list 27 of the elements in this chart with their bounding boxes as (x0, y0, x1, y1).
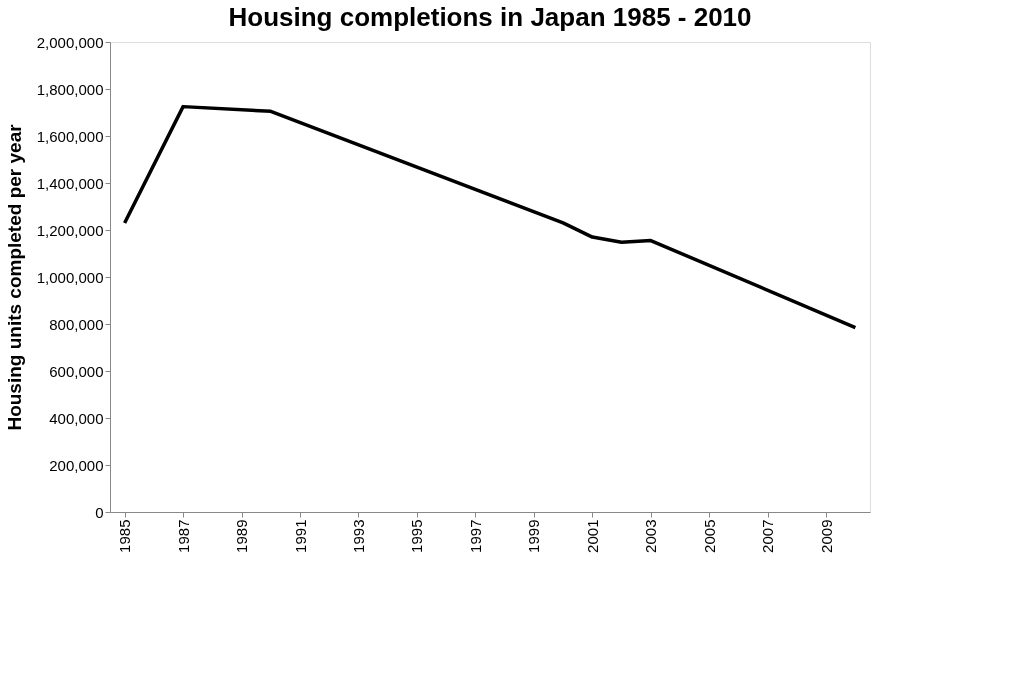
x-tick-label: 2001 (583, 519, 601, 553)
y-tick-label: 800,000 (49, 315, 104, 333)
x-tick-label: 1987 (174, 519, 192, 553)
y-tick-label: 1,200,000 (36, 221, 104, 239)
chart-title: Housing completions in Japan 1985 - 2010 (228, 2, 752, 32)
x-tick-label: 1997 (466, 519, 484, 553)
x-tick-label: 2005 (700, 519, 718, 553)
x-tick-label: 1985 (116, 519, 134, 553)
x-tick-label: 1989 (233, 519, 251, 553)
y-tick-label: 0 (95, 503, 104, 521)
y-tick-label: 1,800,000 (36, 80, 104, 98)
x-tick-label: 1991 (291, 519, 309, 553)
y-tick-label: 200,000 (49, 456, 104, 474)
x-tick-label: 1993 (349, 519, 367, 553)
y-tick-label: 2,000,000 (36, 33, 104, 51)
y-tick-label: 400,000 (49, 409, 104, 427)
x-tick-label: 2009 (817, 519, 835, 553)
x-tick-label: 1999 (525, 519, 543, 553)
line-series (122, 104, 858, 330)
y-tick-label: 600,000 (49, 362, 104, 380)
x-tick-label: 2007 (759, 519, 777, 553)
x-tick-label: 2003 (642, 519, 660, 553)
y-tick-label: 1,000,000 (36, 268, 104, 286)
y-tick-label: 1,600,000 (36, 127, 104, 145)
x-tick-label: 1995 (408, 519, 426, 553)
y-axis-title: Housing units completed per year (3, 123, 25, 431)
y-tick-label: 1,400,000 (36, 174, 104, 192)
